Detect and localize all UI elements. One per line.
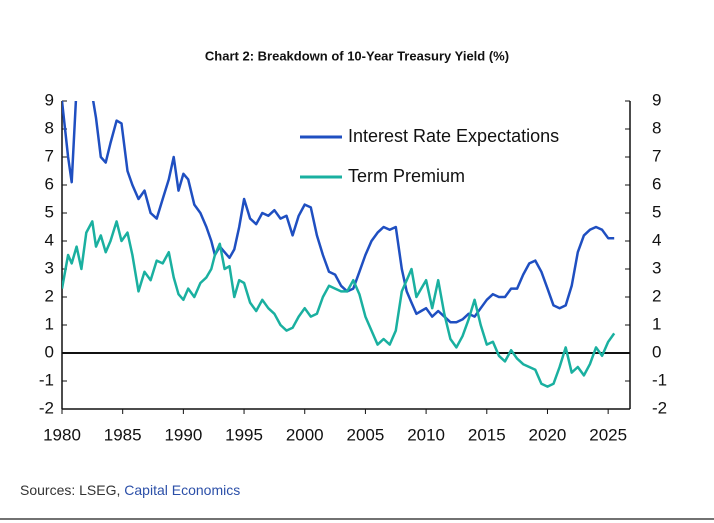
chart-title: Chart 2: Breakdown of 10-Year Treasury Y… (205, 48, 509, 63)
y2-tick-label: -2 (652, 398, 667, 417)
series-line (62, 220, 616, 388)
y2-tick-label: 6 (652, 174, 661, 193)
y2-tick-label: 9 (652, 90, 661, 109)
y2-tick-label: 2 (652, 286, 661, 305)
y2-tick-label: 1 (652, 314, 661, 333)
y-tick-label: 5 (45, 202, 54, 221)
y2-tick-label: 4 (652, 230, 661, 249)
y-tick-label: 3 (45, 258, 54, 277)
x-tick-label: 1990 (164, 425, 202, 444)
x-tick-label: 2005 (347, 425, 385, 444)
y-tick-label: 9 (45, 90, 54, 109)
y2-tick-label: 8 (652, 118, 661, 137)
y2-tick-label: 5 (652, 202, 661, 221)
y-tick-label: 2 (45, 286, 54, 305)
y2-tick-label: 3 (652, 258, 661, 277)
series-line (62, 101, 615, 324)
y-tick-label: 4 (45, 230, 54, 249)
y-tick-label: -2 (39, 398, 54, 417)
x-tick-label: 2010 (407, 425, 445, 444)
y2-tick-label: 7 (652, 146, 661, 165)
y2-tick-label: -1 (652, 370, 667, 389)
x-tick-label: 1985 (104, 425, 142, 444)
x-tick-label: 1980 (43, 425, 81, 444)
x-tick-label: 2025 (589, 425, 627, 444)
x-tick-label: 2020 (529, 425, 567, 444)
y-tick-label: -1 (39, 370, 54, 389)
legend-label: Interest Rate Expectations (348, 126, 559, 146)
y-tick-label: 7 (45, 146, 54, 165)
x-tick-label: 2000 (286, 425, 324, 444)
y-tick-label: 0 (45, 342, 54, 361)
y2-tick-label: 0 (652, 342, 661, 361)
source-label: Sources: LSEG, (20, 482, 121, 498)
y-tick-label: 1 (45, 314, 54, 333)
source: Sources: LSEG, Capital Economics (20, 482, 240, 498)
legend-label: Term Premium (348, 166, 465, 186)
x-tick-label: 2015 (468, 425, 506, 444)
x-tick-label: 1995 (225, 425, 263, 444)
source-link[interactable]: Capital Economics (124, 482, 241, 498)
y-tick-label: 8 (45, 118, 54, 137)
y-tick-label: 6 (45, 174, 54, 193)
